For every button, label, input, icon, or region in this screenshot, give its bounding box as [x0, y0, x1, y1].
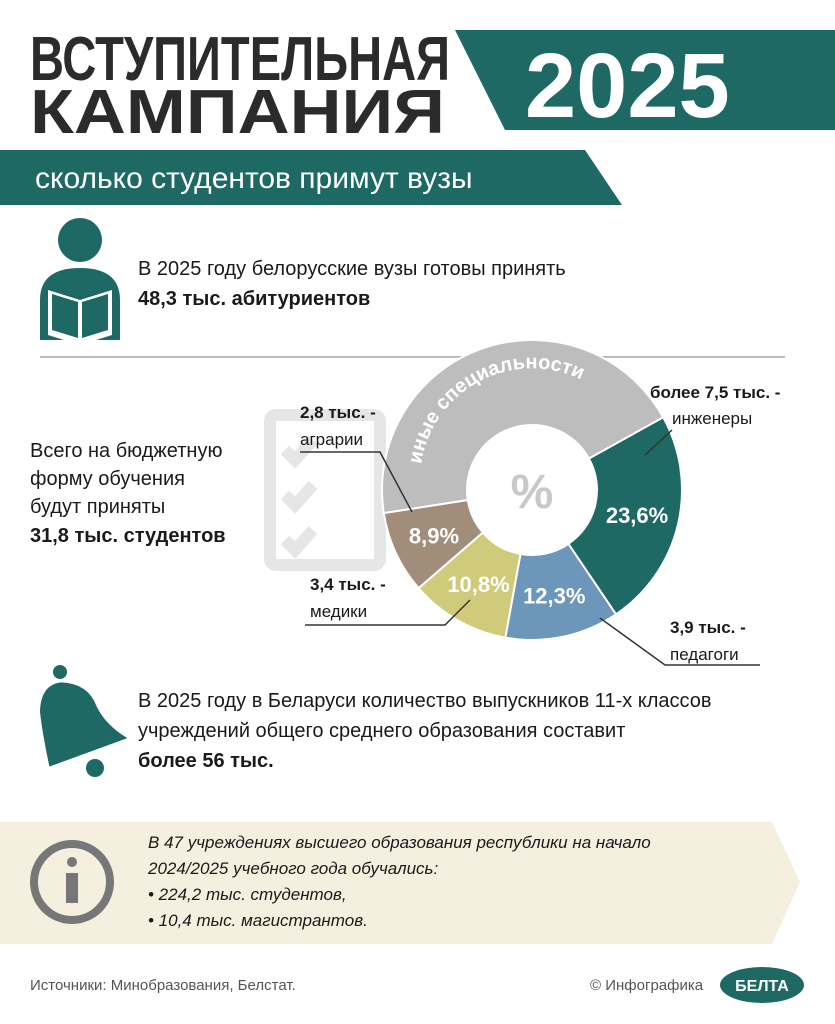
info-line: В 47 учреждениях высшего образования рес…: [148, 833, 651, 852]
budget-bold: 31,8 тыс. студентов: [30, 525, 226, 547]
donut-segment: [381, 339, 665, 515]
subtitle-band: [0, 150, 622, 205]
graduates-line: учреждений общего среднего образования с…: [138, 720, 625, 742]
info-line: 2024/2025 учебного года обучались:: [147, 859, 438, 878]
budget-line: Всего на бюджетную: [30, 440, 222, 462]
value-label: 23,6%: [606, 503, 668, 528]
value-label: 12,3%: [523, 584, 585, 609]
year: 2025: [525, 35, 730, 137]
student-icon: [40, 218, 120, 345]
admission-text: В 2025 году белорусские вузы готовы прин…: [138, 258, 566, 280]
leader-line: [300, 451, 413, 513]
annotation-amount: 3,9 тыс. -: [670, 618, 746, 637]
value-label: 8,9%: [409, 523, 459, 548]
info-line: • 10,4 тыс. магистрантов.: [148, 911, 368, 930]
donut-segment: [566, 415, 683, 616]
sources: Источники: Минобразования, Белстат.: [30, 977, 296, 994]
center-label: %: [511, 466, 554, 519]
annotation-amount: 3,4 тыс. -: [310, 575, 386, 594]
annotation-category: аграрии: [300, 430, 363, 449]
leader-line: [305, 599, 471, 626]
budget-line: форму обучения: [30, 468, 185, 490]
annotation-category: педагоги: [670, 645, 739, 664]
year-band: [455, 30, 835, 130]
graduates-bold: более 56 тыс.: [138, 750, 274, 772]
value-label: 10,8%: [447, 572, 509, 597]
budget-line: будут приняты: [30, 496, 165, 518]
clipboard-icon: [264, 409, 386, 571]
credit: © Инфографика: [590, 977, 704, 994]
annotation-amount: более 7,5 тыс. -: [650, 383, 780, 402]
graduates-line: В 2025 году в Беларуси количество выпуск…: [138, 690, 712, 712]
info-icon-bar: [66, 873, 78, 903]
title-line2: КАМПАНИЯ: [30, 78, 445, 147]
leader-line: [644, 429, 673, 456]
leader-line: [599, 617, 760, 666]
annotation-category: инженеры: [672, 409, 752, 428]
admission-bold: 48,3 тыс. абитуриентов: [138, 288, 370, 310]
subtitle: сколько студентов примут вузы: [35, 162, 473, 195]
bell-icon: [39, 665, 128, 777]
donut-chart: % 23,6%12,3%10,8%8,9%иные специальностибо…: [300, 339, 780, 666]
info-line: • 224,2 тыс. студентов,: [148, 885, 347, 904]
annotation-category: медики: [310, 602, 367, 621]
info-icon-dot: [67, 857, 77, 867]
logo: [720, 967, 804, 1003]
logo-text: БЕЛТА: [735, 978, 789, 995]
annotation-amount: 2,8 тыс. -: [300, 403, 376, 422]
title-line1: ВСТУПИТЕЛЬНАЯ: [30, 25, 450, 94]
info-icon: [30, 840, 114, 924]
info-box: [0, 822, 800, 944]
